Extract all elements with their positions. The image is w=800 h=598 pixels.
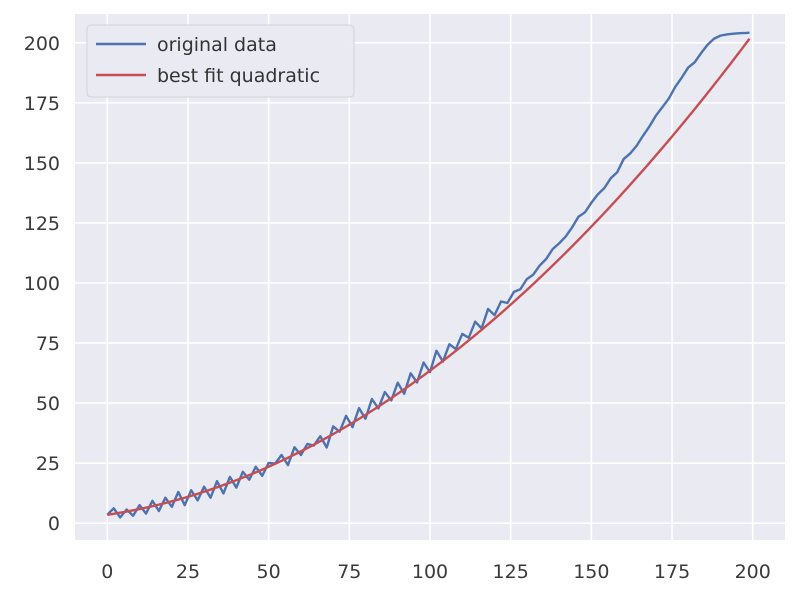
x-tick-label: 200 <box>735 561 771 583</box>
x-tick-label: 100 <box>412 561 448 583</box>
x-tick-label: 150 <box>573 561 609 583</box>
y-tick-label: 200 <box>24 33 60 55</box>
x-tick-label: 125 <box>493 561 529 583</box>
x-tick-label: 25 <box>176 561 200 583</box>
x-tick-label: 175 <box>654 561 690 583</box>
y-tick-label: 25 <box>36 453 60 475</box>
y-tick-label: 100 <box>24 273 60 295</box>
x-tick-labels: 0 25 50 75 100 125 150 175 200 <box>101 561 771 583</box>
x-tick-label: 75 <box>337 561 361 583</box>
y-tick-label: 175 <box>24 93 60 115</box>
series-lines <box>106 31 751 519</box>
y-tick-label: 125 <box>24 213 60 235</box>
y-tick-label: 150 <box>24 153 60 175</box>
legend-label-original: original data <box>157 34 277 56</box>
legend: original data best fit quadratic <box>86 24 355 98</box>
legend-box <box>86 24 355 98</box>
x-tick-label: 50 <box>257 561 281 583</box>
y-tick-label: 75 <box>36 333 60 355</box>
y-tick-labels: 0 25 50 75 100 125 150 175 200 <box>24 33 60 535</box>
series-line-best-fit-quadratic <box>107 38 751 516</box>
grid <box>75 14 785 540</box>
y-tick-label: 0 <box>48 513 60 535</box>
legend-label-fit: best fit quadratic <box>157 65 320 87</box>
y-tick-label: 50 <box>36 393 60 415</box>
x-tick-label: 0 <box>101 561 113 583</box>
